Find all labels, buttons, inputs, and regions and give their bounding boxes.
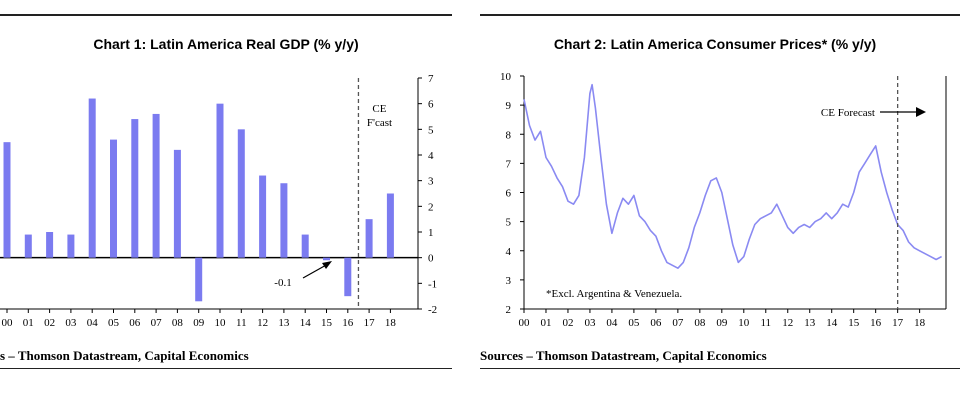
chart-1-y-tick-label: 7 bbox=[428, 73, 434, 85]
chart-1-x-tick-label: 16 bbox=[342, 317, 354, 329]
chart-2-panel: Chart 2: Latin America Consumer Prices* … bbox=[480, 0, 960, 400]
chart-1-x-tick-label: 01 bbox=[23, 317, 34, 329]
chart-1-x-tick-label: 10 bbox=[215, 317, 227, 329]
chart-1-bar bbox=[259, 175, 267, 258]
chart-2-x-tick-label: 07 bbox=[672, 317, 684, 329]
chart-1-bar bbox=[365, 219, 373, 258]
chart-2-x-tick-label: 00 bbox=[519, 317, 531, 329]
chart-1-y-tick-label: 3 bbox=[428, 176, 434, 188]
chart-1-y-tick-label: 1 bbox=[428, 227, 434, 239]
chart-1-x-tick-label: 13 bbox=[278, 317, 290, 329]
chart-1-bar bbox=[152, 113, 160, 258]
chart-2-x-tick-label: 11 bbox=[760, 317, 771, 329]
chart-1-x-tick-label: 00 bbox=[2, 317, 14, 329]
chart-1-bar bbox=[237, 129, 245, 258]
chart-2-x-tick-label: 08 bbox=[694, 317, 706, 329]
chart-1-x-tick-label: 09 bbox=[193, 317, 205, 329]
chart-1-bottom-rule bbox=[0, 368, 452, 369]
chart-1-bar bbox=[110, 139, 117, 258]
chart-2-x-tick-label: 18 bbox=[914, 317, 926, 329]
chart-2-y-tick-label: 3 bbox=[506, 275, 512, 287]
chart-1-x-tick-label: 07 bbox=[151, 317, 163, 329]
chart-2-x-tick-label: 09 bbox=[716, 317, 728, 329]
chart-1-y-tick-label: -2 bbox=[428, 304, 437, 316]
chart-1-x-tick-label: 05 bbox=[108, 317, 120, 329]
chart-2-y-tick-label: 7 bbox=[506, 158, 512, 170]
chart-2-bottom-rule bbox=[480, 368, 960, 369]
chart-2-plot: 2 3 4 5 6 7 8 9 10 00 01 02 03 04 05 06 07 08 09 10 11 12 13 14… bbox=[500, 71, 947, 329]
chart-1-x-tick-label: 03 bbox=[65, 317, 77, 329]
chart-2-y-tick-label: 4 bbox=[506, 246, 512, 258]
chart-1-annotation-arrowhead bbox=[322, 261, 332, 269]
chart-2-x-tick-label: 17 bbox=[892, 317, 904, 329]
chart-1-bar bbox=[46, 232, 54, 258]
chart-1-annotation-label: -0.1 bbox=[274, 277, 291, 289]
chart-2-top-rule bbox=[480, 14, 960, 16]
chart-1-panel: Chart 1: Latin America Real GDP (% y/y) … bbox=[0, 0, 452, 400]
chart-2-x-tick-label: 05 bbox=[628, 317, 640, 329]
chart-1-x-tick-label: 14 bbox=[300, 317, 312, 329]
chart-2-title: Chart 2: Latin America Consumer Prices* … bbox=[553, 36, 877, 52]
chart-1-x-tick-label: 12 bbox=[257, 317, 268, 329]
chart-1-x-tick-label: 06 bbox=[129, 317, 141, 329]
chart-1-bar bbox=[280, 183, 288, 258]
chart-1-bar bbox=[67, 234, 75, 258]
chart-1-source: s – Thomson Datastream, Capital Economic… bbox=[0, 348, 249, 363]
chart-1-bar bbox=[88, 98, 96, 258]
chart-1-title: Chart 1: Latin America Real GDP (% y/y) bbox=[93, 36, 359, 52]
chart-1-bar bbox=[195, 257, 203, 302]
chart-1-bar bbox=[131, 119, 139, 258]
chart-1-forecast-label-line-2: F'cast bbox=[367, 117, 392, 129]
chart-2-x-tick-label: 15 bbox=[848, 317, 860, 329]
chart-1-x-tick-label: 08 bbox=[172, 317, 184, 329]
chart-1-bar bbox=[24, 234, 32, 258]
chart-1-forecast-label-line-1: CE bbox=[372, 103, 386, 115]
chart-1-y-tick-label: 4 bbox=[428, 150, 434, 162]
chart-2-x-tick-label: 14 bbox=[826, 317, 838, 329]
chart-1-y-tick-label: 2 bbox=[428, 201, 434, 213]
chart-1-x-tick-label: 18 bbox=[385, 317, 397, 329]
chart-2-footnote: *Excl. Argentina & Venezuela. bbox=[546, 288, 682, 300]
chart-1-x-tick-label: 15 bbox=[321, 317, 333, 329]
chart-2-x-tick-label: 06 bbox=[650, 317, 662, 329]
chart-2-source: Sources – Thomson Datastream, Capital Ec… bbox=[480, 348, 767, 363]
chart-2-x-tick-label: 16 bbox=[870, 317, 882, 329]
chart-1-annotation-arrow bbox=[302, 263, 329, 279]
chart-1-bar bbox=[216, 103, 224, 258]
chart-1-bar bbox=[344, 257, 352, 297]
chart-2-x-tick-label: 03 bbox=[584, 317, 596, 329]
chart-2-y-tick-label: 8 bbox=[506, 129, 512, 141]
chart-2-x-tick-label: 13 bbox=[804, 317, 816, 329]
chart-2-y-tick-label: 6 bbox=[506, 188, 512, 200]
chart-1-y-tick-label: 6 bbox=[428, 99, 434, 111]
chart-1-bar bbox=[301, 234, 309, 258]
chart-1-y-tick-label: 0 bbox=[428, 253, 434, 265]
chart-1-bar bbox=[386, 193, 394, 258]
chart-2-forecast-arrowhead bbox=[916, 107, 926, 117]
chart-2-y-tick-label: 10 bbox=[500, 71, 512, 83]
chart-2-series-line bbox=[523, 83, 942, 269]
chart-2-x-tick-label: 04 bbox=[606, 317, 618, 329]
chart-2-y-tick-label: 9 bbox=[506, 100, 512, 112]
chart-2-x-tick-label: 01 bbox=[540, 317, 551, 329]
chart-2-forecast-label: CE Forecast bbox=[821, 107, 875, 119]
chart-1-x-tick-label: 17 bbox=[364, 317, 376, 329]
chart-1-bar bbox=[323, 257, 330, 261]
chart-1-bar bbox=[173, 149, 181, 258]
chart-1-bar bbox=[3, 142, 11, 258]
chart-1-x-tick-label: 02 bbox=[44, 317, 55, 329]
chart-2-y-tick-label: 5 bbox=[506, 217, 512, 229]
chart-2-x-tick-label: 10 bbox=[738, 317, 750, 329]
chart-1-x-tick-label: 04 bbox=[87, 317, 99, 329]
chart-2-x-tick-label: 12 bbox=[782, 317, 793, 329]
chart-2-x-tick-label: 02 bbox=[562, 317, 573, 329]
chart-1-y-tick-label: 5 bbox=[428, 124, 434, 136]
chart-2-y-tick-label: 2 bbox=[506, 304, 512, 316]
chart-1-y-tick-label: -1 bbox=[428, 278, 437, 290]
chart-1-x-tick-label: 11 bbox=[236, 317, 247, 329]
chart-1-top-rule bbox=[0, 14, 452, 16]
